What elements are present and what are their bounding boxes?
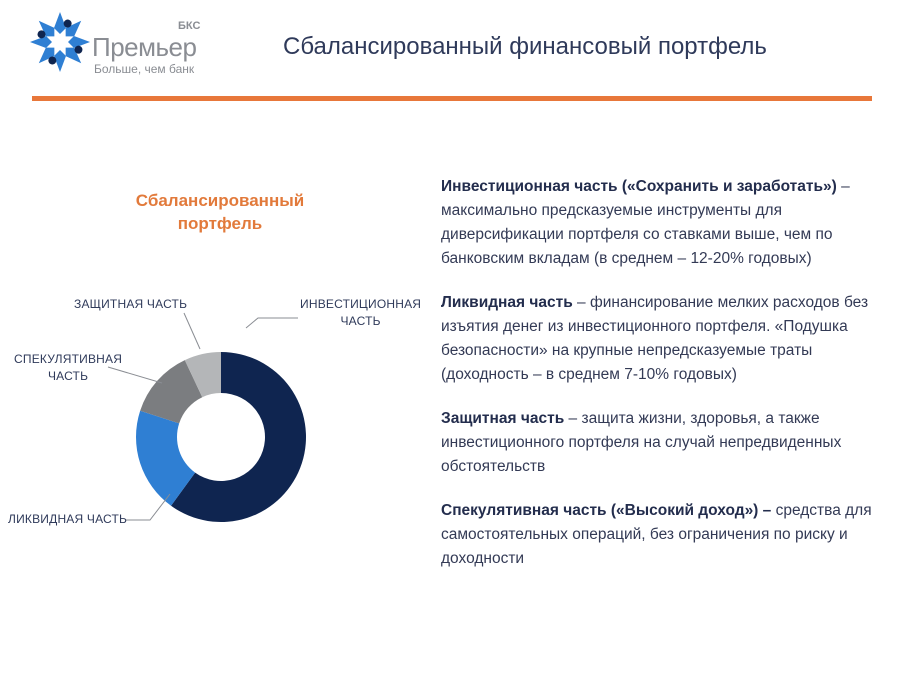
- description-liquid: Ликвидная часть – финансирование мелких …: [441, 291, 891, 387]
- descriptions: Инвестиционная часть («Сохранить и зараб…: [441, 175, 891, 591]
- leader-line-liquid: [126, 493, 171, 521]
- page-title: Сбалансированный финансовый портфель: [283, 33, 767, 60]
- logo-name: Премьер: [92, 32, 197, 62]
- description-invest-body: – максимально предсказуемые инструменты …: [441, 178, 850, 267]
- leader-line-protect: [183, 312, 201, 350]
- logo: Премьер БКС Больше, чем банк: [28, 10, 208, 80]
- description-protect-head: Защитная часть: [441, 410, 565, 427]
- description-spec-body: средства для самостоятельных операций, б…: [441, 502, 872, 567]
- logo-snowflake-icon: [30, 12, 90, 72]
- leader-line-invest: [245, 317, 298, 329]
- header-divider: [32, 96, 872, 101]
- slice-label-invest-line2: ЧАСТЬ: [340, 314, 381, 328]
- leader-line-spec: [107, 366, 163, 384]
- description-liquid-body: – финансирование мелких расходов без изъ…: [441, 294, 869, 383]
- description-liquid-head: Ликвидная часть: [441, 294, 573, 311]
- slice-liquid: [136, 410, 196, 506]
- slice-label-protect: ЗАЩИТНАЯ ЧАСТЬ: [74, 297, 188, 311]
- logo-bks: БКС: [178, 20, 201, 32]
- slice-label-invest: ИНВЕСТИЦИОННАЯ ЧАСТЬ: [300, 296, 421, 330]
- description-invest-head: Инвестиционная часть («Сохранить и зараб…: [441, 178, 837, 195]
- logo-tagline: Больше, чем банк: [94, 62, 195, 76]
- slice-label-liquid: ЛИКВИДНАЯ ЧАСТЬ: [8, 512, 128, 526]
- description-invest: Инвестиционная часть («Сохранить и зараб…: [441, 175, 891, 271]
- slice-invest: [171, 351, 307, 522]
- slice-label-spec-line1: СПЕКУЛЯТИВНАЯ: [14, 352, 123, 366]
- chart-title: Сбалансированный портфель: [135, 191, 305, 233]
- slice-spec: [140, 360, 203, 424]
- slice-label-invest-line1: ИНВЕСТИЦИОННАЯ: [300, 297, 422, 311]
- slice-label-spec: СПЕКУЛЯТИВНАЯ ЧАСТЬ: [14, 351, 122, 385]
- slice-label-spec-line2: ЧАСТЬ: [47, 369, 89, 383]
- donut-chart: [107, 312, 307, 522]
- description-protect-body: – защита жизни, здоровья, а также инвест…: [441, 410, 842, 475]
- description-protect: Защитная часть – защита жизни, здоровья,…: [441, 407, 891, 479]
- description-spec-head: Спекулятивная часть («Высокий доход») –: [441, 502, 772, 519]
- description-spec: Спекулятивная часть («Высокий доход») – …: [441, 499, 891, 571]
- slice-protect: [184, 352, 221, 398]
